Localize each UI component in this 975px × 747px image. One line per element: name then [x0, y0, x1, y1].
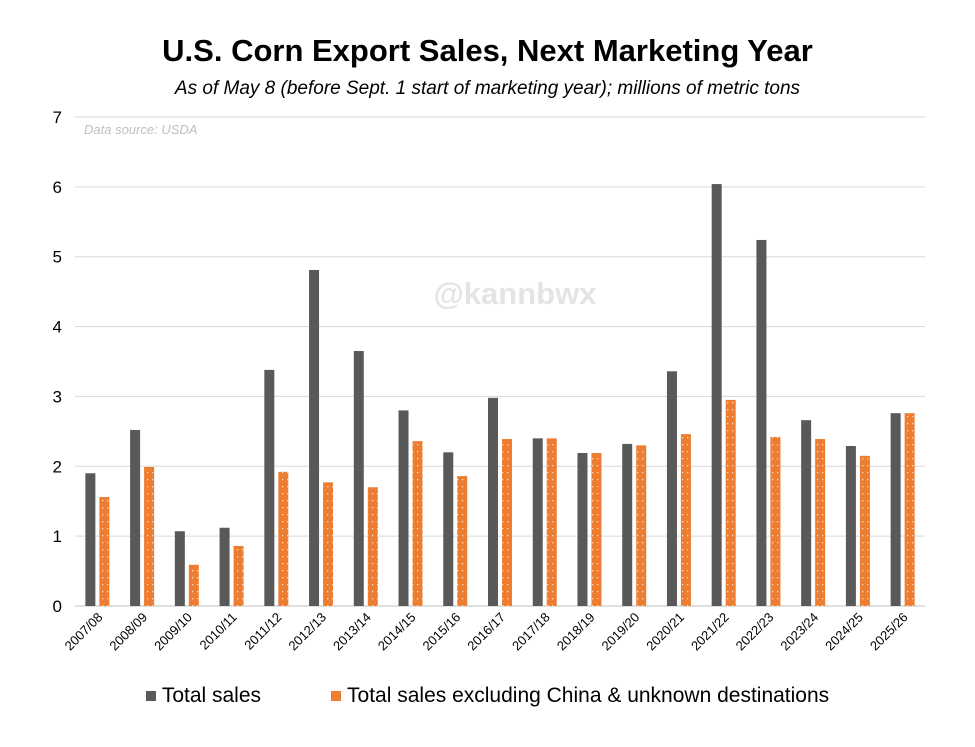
bar-total — [353, 351, 364, 606]
x-tick-label: 2012/13 — [285, 610, 329, 654]
bar-total — [398, 410, 409, 606]
bar-excluding-china — [904, 413, 915, 606]
x-tick-label: 2023/24 — [777, 610, 821, 654]
y-tick-label: 4 — [53, 318, 62, 337]
y-tick-label: 1 — [53, 527, 62, 546]
bar-excluding-china — [502, 439, 512, 606]
bar-total — [801, 420, 812, 606]
x-tick-label: 2021/22 — [688, 610, 732, 654]
bar-excluding-china — [770, 436, 781, 606]
bar-total — [309, 269, 320, 606]
x-tick-label: 2013/14 — [330, 610, 374, 654]
x-tick-label: 2020/21 — [643, 610, 687, 654]
x-tick-label: 2015/16 — [420, 610, 464, 654]
bar-total — [711, 184, 722, 606]
bar-excluding-china — [99, 497, 110, 606]
chart-subtitle: As of May 8 (before Sept. 1 start of mar… — [174, 78, 801, 99]
legend-item-total: Total sales — [145, 684, 262, 708]
x-tick-label: 2018/19 — [554, 610, 598, 654]
bar-excluding-china — [457, 476, 468, 606]
bar-excluding-china — [815, 439, 826, 606]
y-tick-label: 3 — [53, 387, 62, 406]
bar-total — [219, 527, 230, 606]
bar-total — [174, 531, 185, 606]
bar-total — [488, 397, 498, 606]
y-tick-label: 2 — [53, 457, 62, 476]
y-tick-label: 7 — [53, 108, 62, 127]
bar-excluding-china — [725, 399, 736, 606]
x-tick-label: 2010/11 — [197, 610, 240, 653]
watermark: @kannbwx — [433, 276, 597, 311]
legend-label: Total sales — [161, 684, 262, 707]
bar-excluding-china — [233, 545, 244, 606]
x-tick-label: 2008/09 — [106, 610, 150, 654]
bar-excluding-china — [367, 487, 378, 606]
bar-total — [577, 453, 588, 606]
legend-label: Total sales excluding China & unknown de… — [347, 684, 830, 707]
bar-excluding-china — [323, 482, 334, 606]
bar-excluding-china — [144, 466, 155, 606]
bar-total — [622, 443, 633, 606]
x-tick-label: 2014/15 — [375, 610, 419, 654]
bar-total — [264, 369, 275, 606]
bar-excluding-china — [680, 434, 691, 606]
bar-excluding-china — [278, 471, 289, 606]
bar-excluding-china — [859, 455, 870, 606]
bar-total — [130, 429, 141, 606]
y-tick-label: 0 — [53, 597, 62, 616]
legend-swatch — [145, 691, 156, 701]
legend-swatch — [331, 691, 342, 701]
bar-excluding-china — [591, 453, 602, 606]
bar-total — [666, 371, 677, 606]
x-tick-label: 2017/18 — [509, 610, 553, 654]
bar-excluding-china — [546, 438, 557, 606]
x-tick-label: 2007/08 — [62, 610, 106, 654]
legend: Total sales Total sales excluding China … — [0, 684, 975, 708]
bar-total — [756, 239, 767, 606]
x-tick-label: 2016/17 — [464, 610, 508, 654]
x-tick-label: 2024/25 — [822, 610, 866, 654]
y-tick-label: 6 — [53, 178, 62, 197]
data-source-note: Data source: USDA — [84, 122, 198, 137]
x-tick-label: 2022/23 — [733, 610, 777, 654]
bar-excluding-china — [412, 441, 423, 606]
x-tick-label: 2019/20 — [598, 610, 642, 654]
bar-total — [845, 446, 856, 606]
bar-total — [532, 438, 543, 606]
y-tick-label: 5 — [53, 248, 62, 267]
chart-title: U.S. Corn Export Sales, Next Marketing Y… — [162, 33, 813, 68]
x-tick-label: 2025/26 — [867, 610, 911, 654]
bar-total — [890, 413, 901, 606]
x-tick-label: 2011/12 — [241, 610, 284, 653]
bar-total — [85, 473, 96, 606]
bar-total — [443, 452, 454, 606]
bar-excluding-china — [636, 445, 647, 606]
x-tick-label: 2009/10 — [151, 610, 195, 654]
bar-excluding-china — [188, 564, 199, 606]
legend-item-ex-china: Total sales excluding China & unknown de… — [331, 684, 829, 708]
